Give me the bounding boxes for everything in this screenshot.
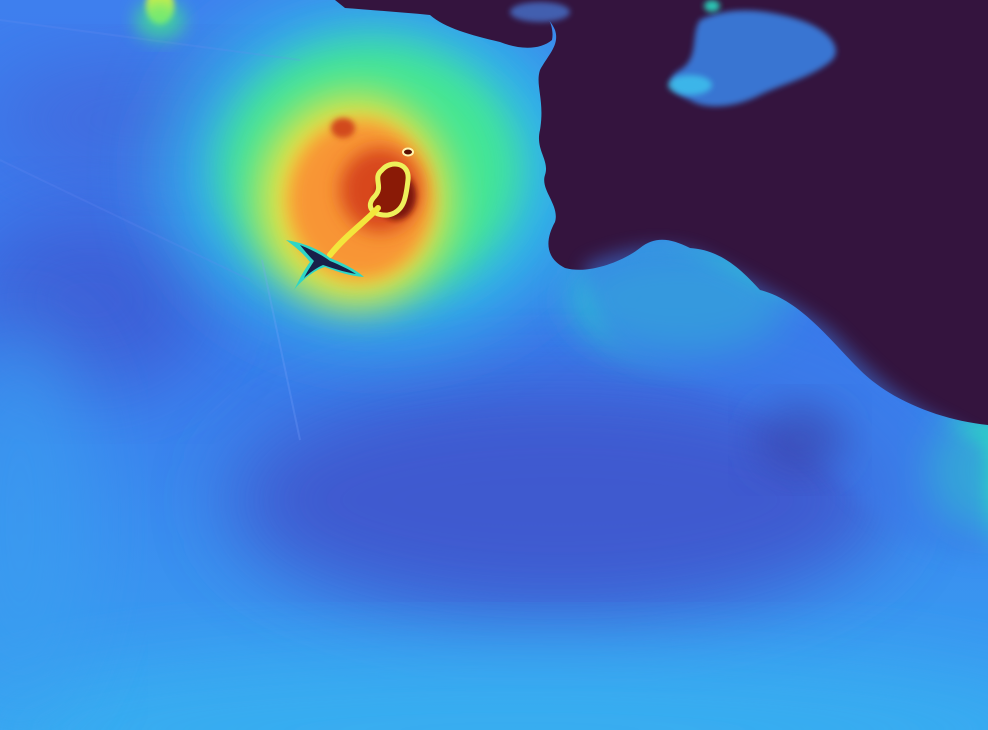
- light-blue-left-edge: [0, 320, 100, 720]
- top-green-spot: [135, 0, 185, 40]
- void-island-cyan: [668, 75, 712, 95]
- light-blue-band-bottom: [0, 650, 988, 730]
- dark-blue-shadow: [755, 405, 845, 475]
- streak-2: [0, 159, 251, 281]
- stem-line: [327, 205, 381, 258]
- blob-outline: [368, 161, 411, 218]
- streak-3: [0, 19, 301, 61]
- blue-shoulder: [585, 247, 988, 560]
- void-blue-left: [510, 2, 570, 22]
- streak-1: [261, 259, 301, 441]
- void-top-strip: [335, 0, 553, 48]
- deep-blue-basin: [230, 380, 890, 620]
- cross-sink-inner: [300, 245, 356, 278]
- void-region: [530, 0, 988, 425]
- void-tiny-spot: [704, 0, 720, 12]
- red-spot-upper: [331, 118, 355, 138]
- small-white-ring: [402, 147, 414, 157]
- void-island: [671, 10, 836, 107]
